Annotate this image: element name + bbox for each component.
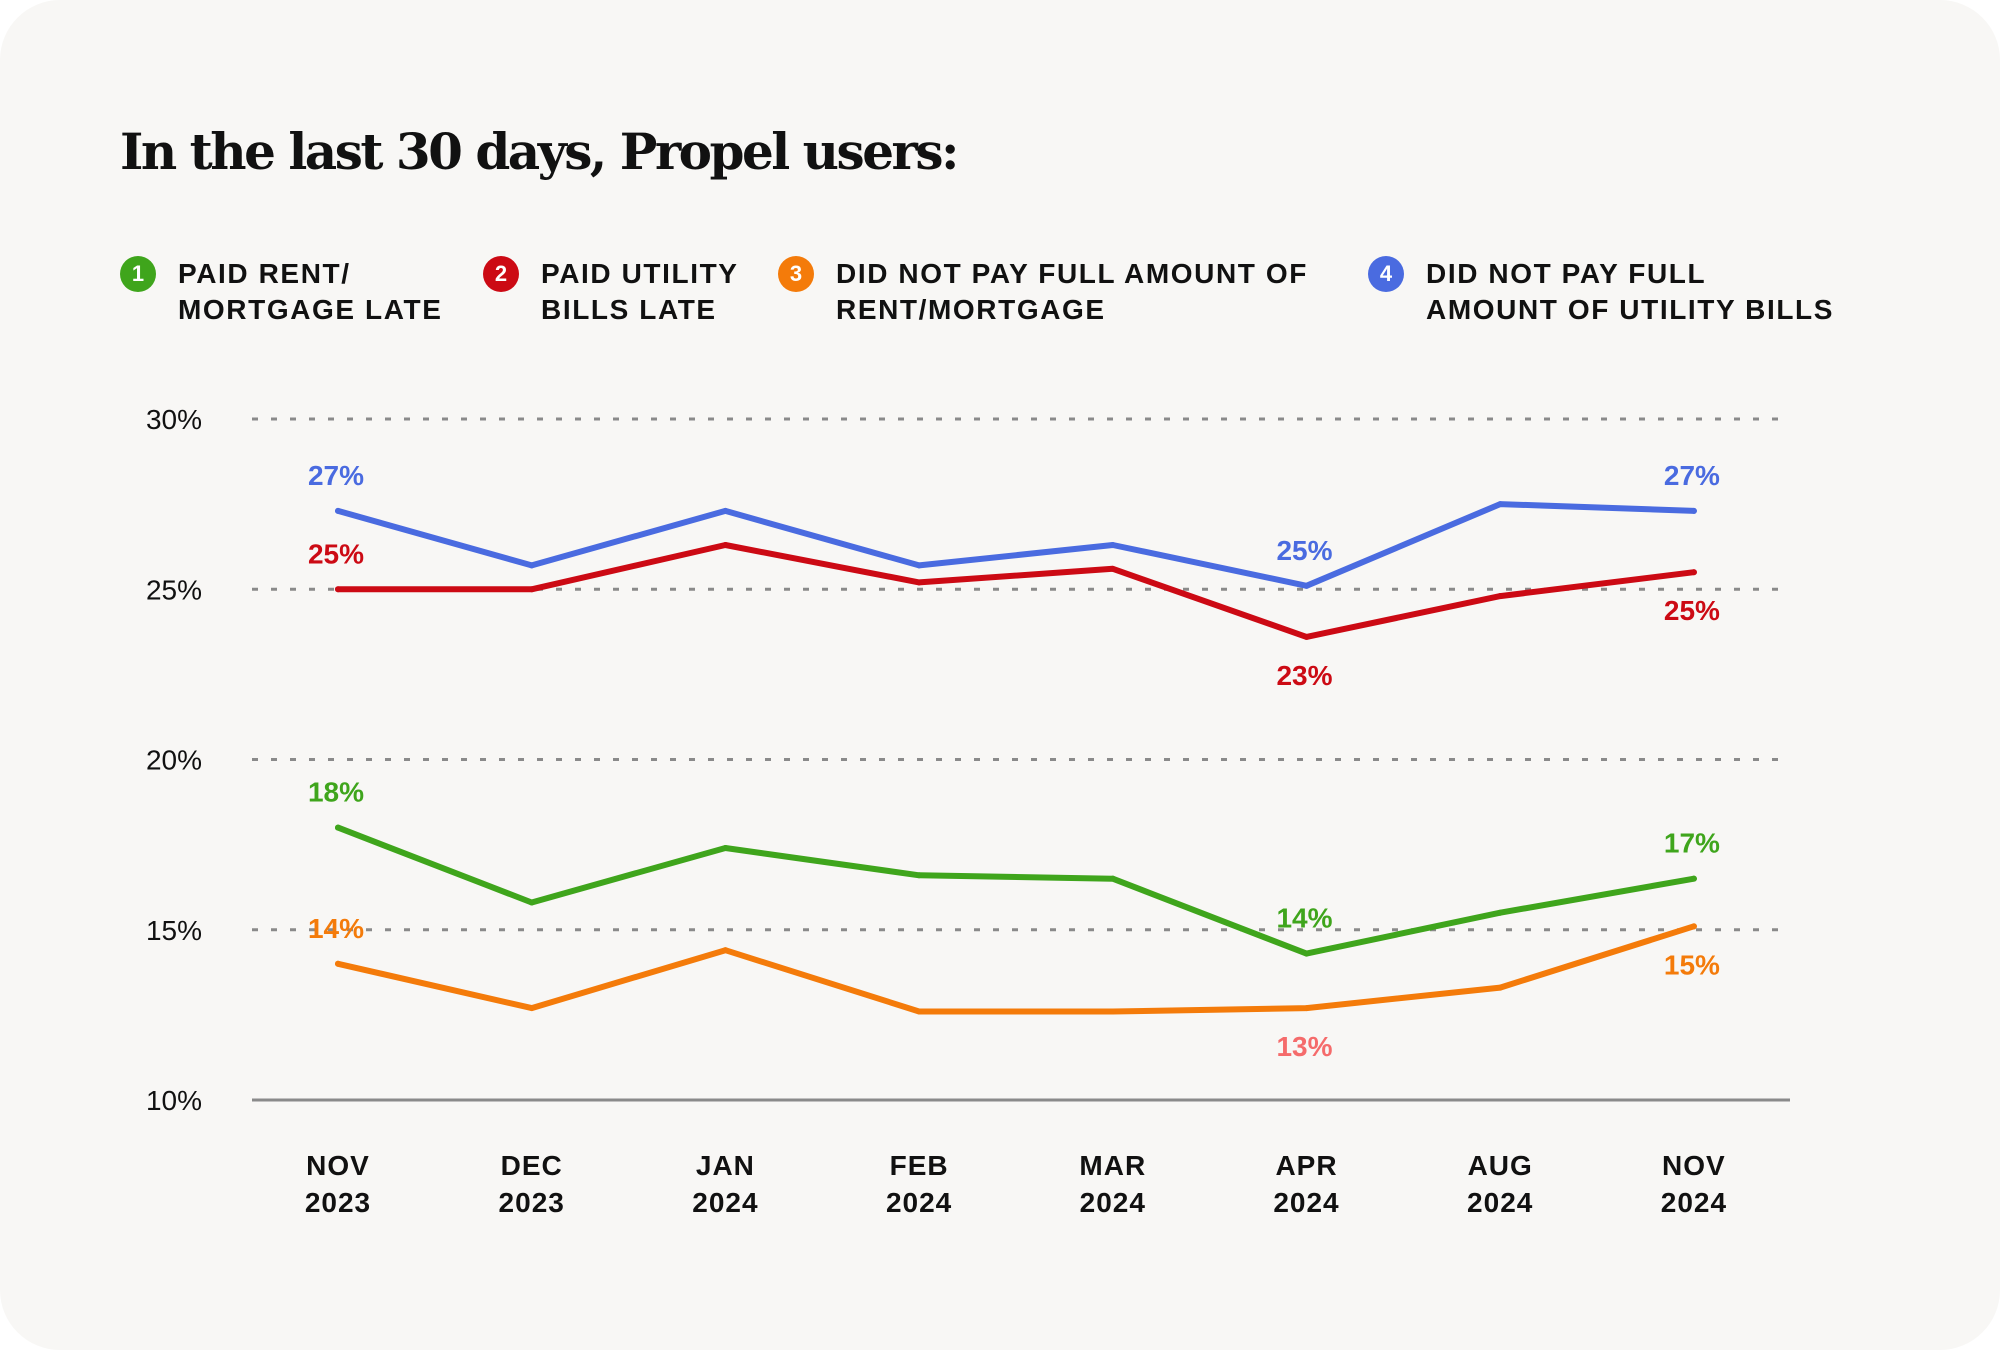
data-point (722, 845, 729, 852)
y-tick-label: 10% (146, 1085, 202, 1116)
chart-title: In the last 30 days, Propel users: (120, 122, 959, 181)
legend-label: PAID RENT/ MORTGAGE LATE (178, 256, 443, 328)
data-point (722, 507, 729, 514)
y-tick-label: 25% (146, 574, 202, 605)
legend-item-not-full-utility: 4 DID NOT PAY FULL AMOUNT OF UTILITY BIL… (1368, 256, 1834, 328)
data-point (1497, 593, 1504, 600)
y-tick-label: 15% (146, 915, 202, 946)
legend-badge-4-icon: 4 (1368, 256, 1404, 292)
legend-badge-3-icon: 3 (778, 256, 814, 292)
data-label: 14% (308, 913, 364, 944)
x-tick-month: APR (1275, 1150, 1337, 1181)
data-point (1109, 1008, 1116, 1015)
data-label: 27% (1664, 460, 1720, 491)
x-tick-year: 2023 (305, 1187, 371, 1218)
data-label: 17% (1664, 828, 1720, 859)
x-tick-year: 2024 (1273, 1187, 1339, 1218)
data-point (1109, 875, 1116, 882)
series-lines (335, 501, 1697, 1015)
legend-item-paid-rent-late: 1 PAID RENT/ MORTGAGE LATE (120, 256, 443, 328)
data-point (528, 586, 535, 593)
data-point (1109, 541, 1116, 548)
series-line-2 (335, 542, 1697, 640)
y-tick-label: 20% (146, 745, 202, 776)
data-point (916, 562, 923, 569)
legend-label-line2: AMOUNT OF UTILITY BILLS (1426, 294, 1835, 325)
data-point (528, 899, 535, 906)
data-point (528, 1005, 535, 1012)
series-line-1 (335, 824, 1697, 957)
x-tick-month: AUG (1468, 1150, 1533, 1181)
data-point (335, 824, 341, 831)
legend-label-line2: MORTGAGE LATE (178, 294, 443, 325)
legend-label: DID NOT PAY FULL AMOUNT OF RENT/MORTGAGE (836, 256, 1308, 328)
legend-label: DID NOT PAY FULL AMOUNT OF UTILITY BILLS (1426, 256, 1834, 328)
data-point (722, 947, 729, 954)
data-label: 23% (1276, 660, 1332, 691)
data-label: 14% (1276, 903, 1332, 934)
x-tick-month: JAN (696, 1150, 755, 1181)
legend-label-line2: BILLS LATE (541, 294, 717, 325)
data-point (335, 507, 341, 514)
legend-badge-2-icon: 2 (483, 256, 519, 292)
data-point (722, 541, 729, 548)
data-label: 18% (308, 777, 364, 808)
data-point (916, 872, 923, 879)
legend-label-line1: DID NOT PAY FULL AMOUNT OF (836, 258, 1308, 289)
data-label: 15% (1664, 949, 1720, 980)
data-point (1690, 923, 1697, 930)
legend-label: PAID UTILITY BILLS LATE (541, 256, 739, 328)
gridlines (252, 417, 1790, 1102)
y-tick-label: 30% (146, 404, 202, 435)
legend-label-line1: DID NOT PAY FULL (1426, 258, 1707, 289)
x-axis-ticks: NOV 2023 DEC 2023 JAN 2024 FEB 2024 MAR 2024 APR 20… (305, 1150, 1727, 1218)
data-point (1303, 950, 1310, 957)
legend-label-line2: RENT/MORTGAGE (836, 294, 1106, 325)
x-tick-year: 2024 (692, 1187, 758, 1218)
legend-item-not-full-rent: 3 DID NOT PAY FULL AMOUNT OF RENT/MORTGA… (778, 256, 1308, 328)
x-tick-month: FEB (890, 1150, 949, 1181)
legend-badge-1-icon: 1 (120, 256, 156, 292)
data-point (916, 1008, 923, 1015)
y-axis-ticks: 30% 25% 20% 15% 10% (146, 404, 202, 1116)
data-point (1303, 1005, 1310, 1012)
x-tick-month: DEC (501, 1150, 563, 1181)
series-line-4 (335, 501, 1697, 589)
data-point (916, 579, 923, 586)
data-labels: 18% 14% 17% 25% 23% 25% 14% 13% 15% 27% 25% 27% (308, 460, 1720, 1062)
legend-item-paid-utility-late: 2 PAID UTILITY BILLS LATE (483, 256, 739, 328)
x-tick-month: NOV (1662, 1150, 1726, 1181)
x-tick-year: 2024 (1467, 1187, 1533, 1218)
data-point (1497, 909, 1504, 916)
x-tick-month: NOV (306, 1150, 370, 1181)
data-label: 13% (1276, 1031, 1332, 1062)
data-point (528, 562, 535, 569)
data-point (1690, 569, 1697, 576)
data-label: 25% (308, 538, 364, 569)
x-tick-year: 2024 (1080, 1187, 1146, 1218)
data-point (1690, 875, 1697, 882)
data-label: 25% (1664, 595, 1720, 626)
data-point (1109, 565, 1116, 572)
x-tick-year: 2024 (886, 1187, 952, 1218)
data-label: 27% (308, 460, 364, 491)
legend-label-line1: PAID UTILITY (541, 258, 739, 289)
data-point (1303, 633, 1310, 640)
data-point (1497, 984, 1504, 991)
data-point (335, 586, 341, 593)
x-tick-month: MAR (1079, 1150, 1146, 1181)
series-line-3 (335, 923, 1697, 1015)
legend-label-line1: PAID RENT/ (178, 258, 351, 289)
data-label: 25% (1276, 535, 1332, 566)
data-point (335, 960, 341, 967)
x-tick-year: 2023 (499, 1187, 565, 1218)
data-point (1303, 582, 1310, 589)
data-point (1497, 501, 1504, 508)
x-tick-year: 2024 (1661, 1187, 1727, 1218)
data-point (1690, 507, 1697, 514)
